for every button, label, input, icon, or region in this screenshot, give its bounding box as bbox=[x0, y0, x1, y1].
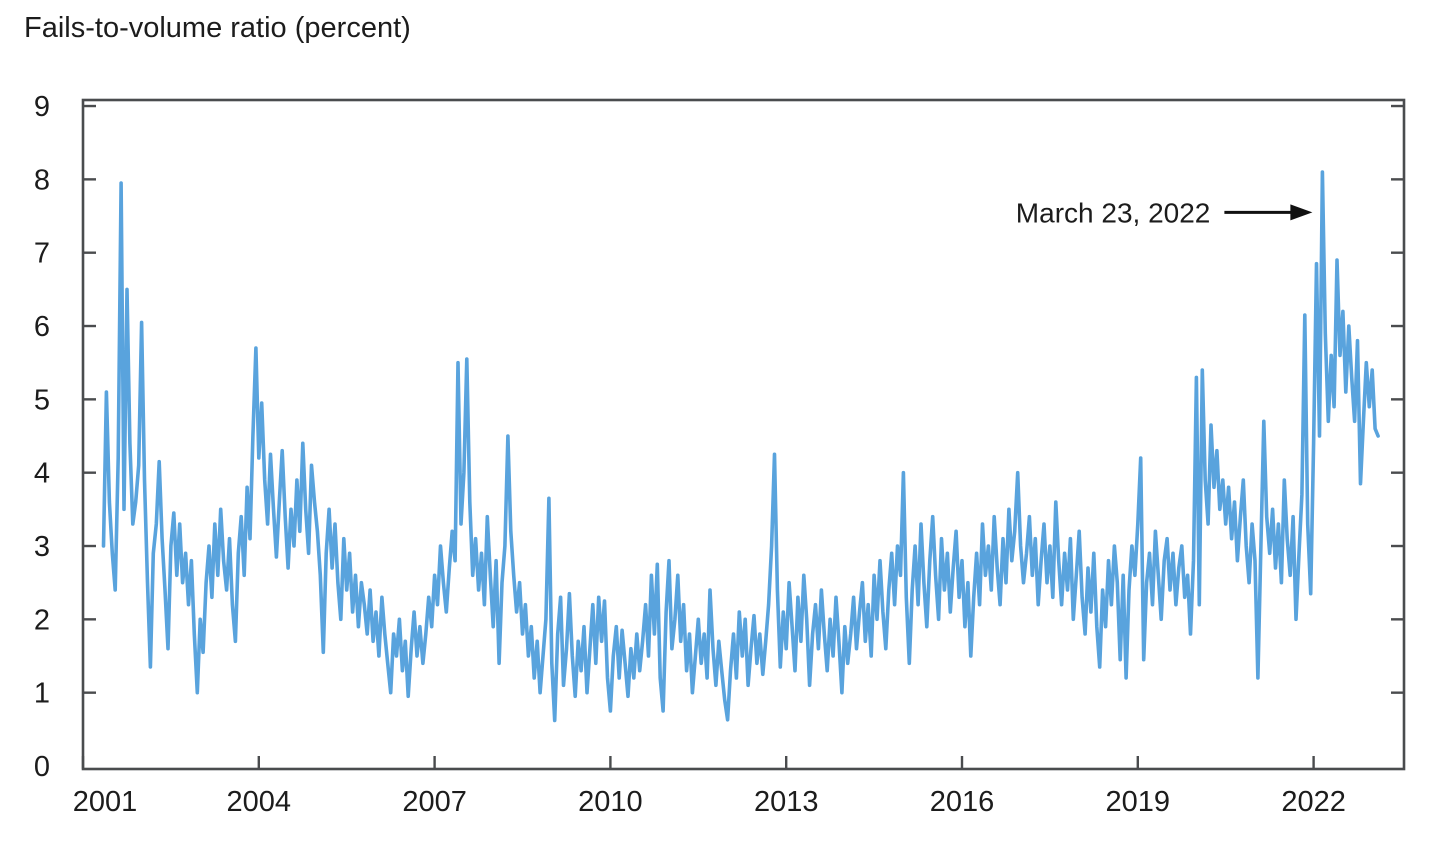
data-line bbox=[101, 170, 1380, 723]
chart-title: Fails-to-volume ratio (percent) bbox=[24, 12, 411, 44]
x-tick-label: 2013 bbox=[754, 786, 819, 818]
x-tick-label: 2022 bbox=[1281, 786, 1346, 818]
y-tick-label: 7 bbox=[34, 238, 50, 270]
y-tick-label: 3 bbox=[34, 531, 50, 563]
x-tick-label: 2007 bbox=[402, 786, 467, 818]
x-tick-label: 2019 bbox=[1106, 786, 1171, 818]
x-tick-label: 2001 bbox=[73, 786, 138, 818]
annotation-arrow-head bbox=[1290, 204, 1313, 221]
y-tick-label: 5 bbox=[34, 384, 50, 416]
y-tick-label: 8 bbox=[34, 164, 50, 196]
y-tick-label: 1 bbox=[34, 678, 50, 710]
y-tick-label: 6 bbox=[34, 311, 50, 343]
x-tick-label: 2010 bbox=[578, 786, 643, 818]
x-tick-label: 2004 bbox=[227, 786, 292, 818]
x-tick-label: 2016 bbox=[930, 786, 995, 818]
y-tick-label: 2 bbox=[34, 604, 50, 636]
annotation-label: March 23, 2022 bbox=[1016, 197, 1211, 228]
y-tick-label: 9 bbox=[34, 91, 50, 123]
y-tick-label: 4 bbox=[34, 458, 50, 490]
y-tick-label: 0 bbox=[34, 751, 50, 783]
plot-border bbox=[81, 98, 1406, 771]
